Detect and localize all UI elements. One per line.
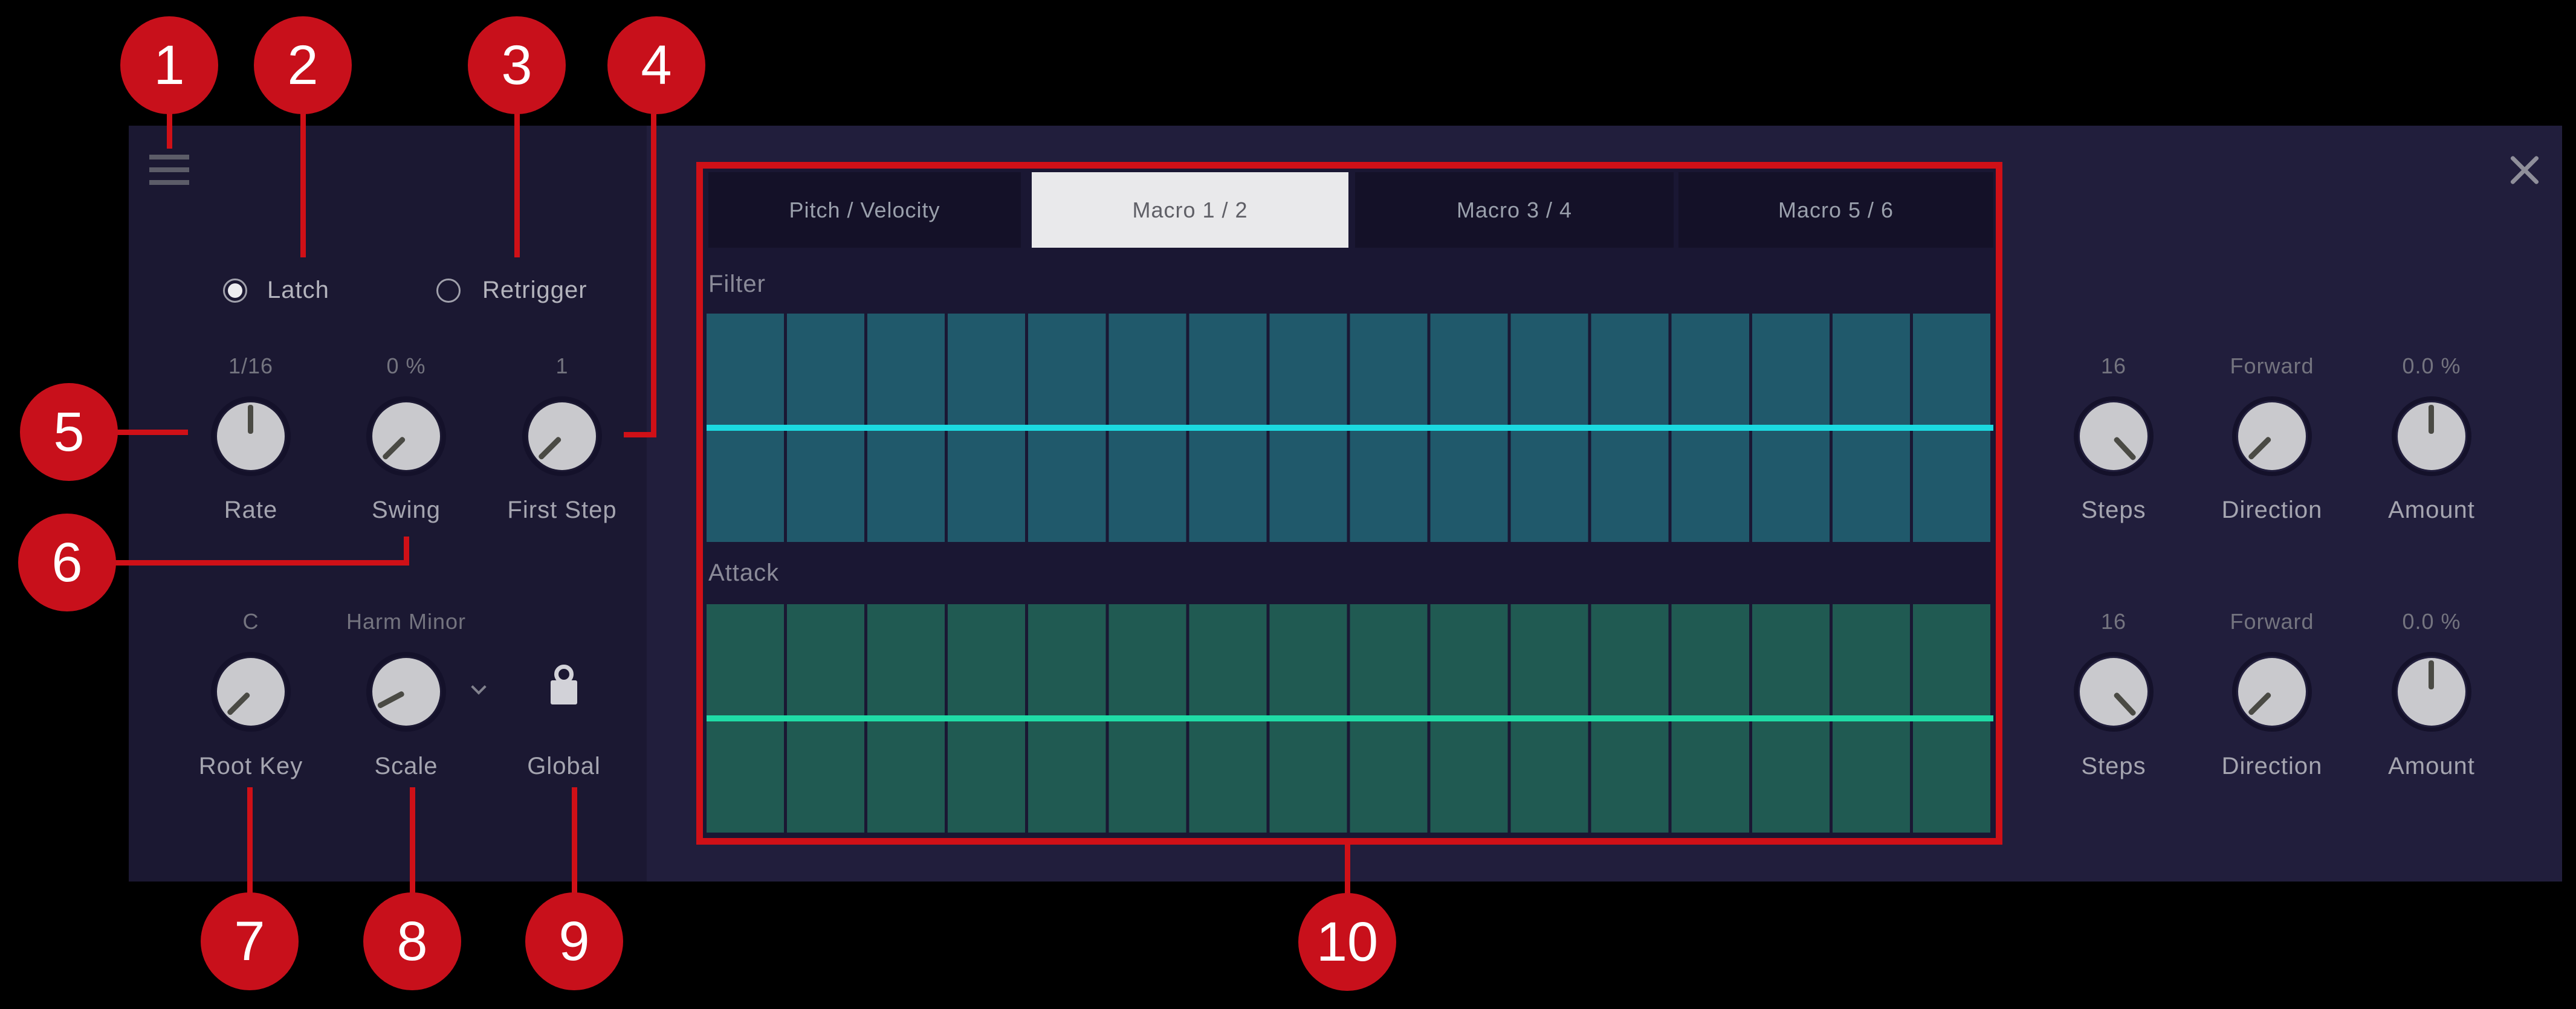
retrigger-label: Retrigger: [482, 277, 587, 303]
direction-knob-1[interactable]: [2232, 396, 2312, 476]
left-controls-section: [129, 126, 647, 882]
callout-8: 8: [363, 892, 461, 990]
tab-macro-5-6[interactable]: Macro 5 / 6: [1678, 172, 1993, 248]
global-lock-button[interactable]: [547, 665, 581, 707]
swing-knob[interactable]: [366, 396, 446, 476]
attack-value-line: [707, 715, 1993, 721]
amount-knob-1[interactable]: [2392, 396, 2471, 476]
amount-knob-2[interactable]: [2392, 652, 2471, 732]
amount-label-2: Amount: [2388, 753, 2475, 779]
scale-label: Scale: [374, 753, 438, 779]
root-key-label: Root Key: [198, 753, 303, 779]
attack-step-grid[interactable]: [707, 604, 1993, 833]
callout-3: 3: [468, 16, 566, 114]
retrigger-radio[interactable]: [436, 279, 461, 303]
scale-knob[interactable]: [366, 652, 446, 732]
chevron-down-icon[interactable]: [472, 680, 485, 694]
filter-lane-label: Filter: [708, 271, 766, 297]
callout-7: 7: [201, 892, 299, 990]
hamburger-icon: [149, 155, 189, 160]
callout-9: 9: [525, 892, 623, 990]
swing-value: 0 %: [386, 353, 426, 378]
tab-pitch-velocity[interactable]: Pitch / Velocity: [708, 172, 1021, 248]
first-step-label: First Step: [507, 497, 617, 523]
latch-label: Latch: [267, 277, 329, 303]
direction-label-1: Direction: [2221, 497, 2323, 523]
direction-value-2: Forward: [2230, 609, 2314, 634]
swing-label: Swing: [372, 497, 441, 523]
rate-value: 1/16: [228, 353, 274, 378]
global-label: Global: [527, 753, 601, 779]
direction-value-1: Forward: [2230, 353, 2314, 378]
amount-value-1: 0.0 %: [2402, 353, 2461, 378]
callout-1: 1: [120, 16, 218, 114]
root-key-value: C: [242, 609, 259, 634]
rate-knob[interactable]: [211, 396, 291, 476]
callout-4: 4: [607, 16, 705, 114]
callout-6: 6: [18, 514, 116, 611]
menu-button[interactable]: [145, 150, 193, 191]
steps-knob-1[interactable]: [2074, 396, 2154, 476]
steps-knob-2[interactable]: [2074, 652, 2154, 732]
root-key-knob[interactable]: [211, 652, 291, 732]
tab-macro-3-4[interactable]: Macro 3 / 4: [1355, 172, 1674, 248]
direction-knob-2[interactable]: [2232, 652, 2312, 732]
steps-value-1: 16: [2100, 353, 2127, 378]
filter-value-line: [707, 425, 1993, 431]
latch-radio[interactable]: [223, 279, 247, 303]
tab-macro-1-2[interactable]: Macro 1 / 2: [1032, 172, 1348, 248]
filter-step-grid[interactable]: [707, 314, 1993, 542]
callout-10: 10: [1298, 893, 1396, 991]
amount-label-1: Amount: [2388, 497, 2475, 523]
steps-value-2: 16: [2100, 609, 2127, 634]
scale-value: Harm Minor: [346, 609, 466, 634]
first-step-value: 1: [555, 353, 569, 378]
first-step-knob[interactable]: [522, 396, 602, 476]
callout-5: 5: [20, 383, 118, 481]
steps-label-2: Steps: [2081, 753, 2146, 779]
direction-label-2: Direction: [2221, 753, 2323, 779]
rate-label: Rate: [224, 497, 278, 523]
callout-2: 2: [254, 16, 352, 114]
steps-label-1: Steps: [2081, 497, 2146, 523]
close-button[interactable]: [2503, 149, 2546, 191]
amount-value-2: 0.0 %: [2402, 609, 2461, 634]
attack-lane-label: Attack: [708, 559, 780, 586]
